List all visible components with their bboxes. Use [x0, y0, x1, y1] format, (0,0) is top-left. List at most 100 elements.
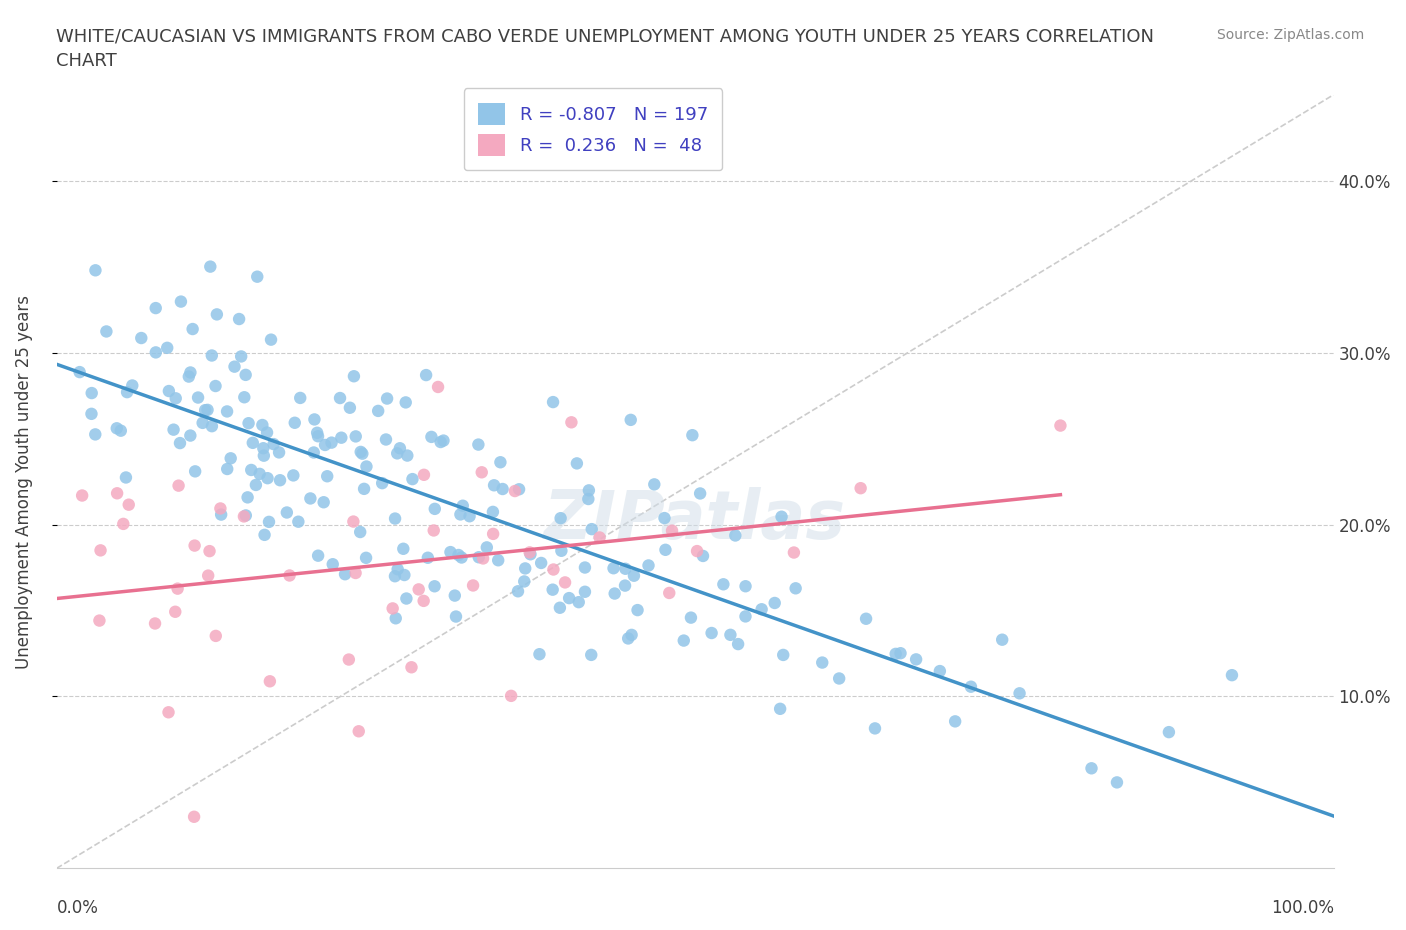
Point — [734, 609, 756, 624]
Point — [811, 655, 834, 670]
Point — [392, 541, 415, 556]
Point — [253, 527, 276, 542]
Point — [259, 674, 281, 689]
Point — [423, 578, 446, 593]
Point — [177, 369, 200, 384]
Point — [472, 551, 495, 565]
Point — [541, 582, 564, 597]
Point — [329, 391, 352, 405]
Point — [157, 383, 180, 398]
Point — [257, 514, 280, 529]
Point — [700, 626, 723, 641]
Point — [384, 512, 406, 526]
Point — [384, 569, 406, 584]
Point — [751, 602, 773, 617]
Point — [179, 428, 201, 443]
Point — [232, 509, 254, 524]
Point — [395, 591, 418, 606]
Point — [204, 629, 226, 644]
Point — [576, 492, 599, 507]
Point — [884, 646, 907, 661]
Point — [84, 427, 107, 442]
Point — [763, 595, 786, 610]
Point — [626, 603, 648, 618]
Point — [889, 645, 911, 660]
Point — [416, 551, 439, 565]
Point — [145, 345, 167, 360]
Point — [681, 428, 703, 443]
Point — [475, 540, 498, 555]
Point — [307, 425, 329, 440]
Point — [209, 501, 232, 516]
Point — [253, 448, 276, 463]
Point — [467, 437, 489, 452]
Point — [367, 404, 389, 418]
Point — [231, 349, 253, 364]
Point — [943, 714, 966, 729]
Text: WHITE/CAUCASIAN VS IMMIGRANTS FROM CABO VERDE UNEMPLOYMENT AMONG YOUTH UNDER 25 : WHITE/CAUCASIAN VS IMMIGRANTS FROM CABO … — [56, 28, 1154, 70]
Point — [166, 581, 188, 596]
Point — [427, 379, 450, 394]
Point — [263, 437, 285, 452]
Point — [468, 550, 491, 565]
Point — [387, 445, 409, 460]
Point — [482, 478, 505, 493]
Point — [432, 433, 454, 448]
Point — [387, 562, 409, 577]
Point — [420, 430, 443, 445]
Point — [115, 385, 138, 400]
Point — [447, 548, 470, 563]
Point — [90, 543, 112, 558]
Point — [603, 586, 626, 601]
Point — [429, 434, 451, 449]
Point — [408, 582, 430, 597]
Point — [179, 365, 201, 380]
Point — [471, 465, 494, 480]
Point — [194, 403, 217, 418]
Point — [267, 445, 290, 459]
Point — [284, 416, 307, 431]
Point — [197, 568, 219, 583]
Point — [506, 584, 529, 599]
Text: 100.0%: 100.0% — [1271, 899, 1334, 917]
Point — [849, 481, 872, 496]
Point — [388, 441, 411, 456]
Point — [110, 423, 132, 438]
Point — [558, 591, 581, 605]
Point — [423, 501, 446, 516]
Point — [105, 485, 128, 500]
Point — [256, 425, 278, 440]
Legend: R = -0.807   N = 197, R =  0.236   N =  48: R = -0.807 N = 197, R = 0.236 N = 48 — [464, 88, 723, 170]
Point — [770, 510, 793, 525]
Text: ZIPatlas: ZIPatlas — [544, 487, 846, 553]
Point — [450, 550, 472, 565]
Point — [529, 646, 551, 661]
Point — [654, 542, 676, 557]
Point — [602, 561, 624, 576]
Point — [344, 565, 367, 580]
Point — [1220, 668, 1243, 683]
Point — [205, 307, 228, 322]
Point — [783, 545, 806, 560]
Point — [209, 507, 232, 522]
Point — [519, 545, 541, 560]
Point — [614, 578, 637, 593]
Point — [550, 543, 572, 558]
Point — [384, 611, 406, 626]
Point — [578, 483, 600, 498]
Point — [396, 448, 419, 463]
Point — [828, 671, 851, 686]
Point — [129, 330, 152, 345]
Point — [307, 549, 329, 564]
Point — [200, 259, 222, 274]
Point — [439, 545, 461, 560]
Point — [692, 549, 714, 564]
Point — [302, 445, 325, 460]
Point — [548, 600, 571, 615]
Point — [249, 467, 271, 482]
Point — [718, 628, 741, 643]
Point — [169, 435, 191, 450]
Point — [121, 379, 143, 393]
Point — [352, 446, 374, 461]
Point — [482, 526, 505, 541]
